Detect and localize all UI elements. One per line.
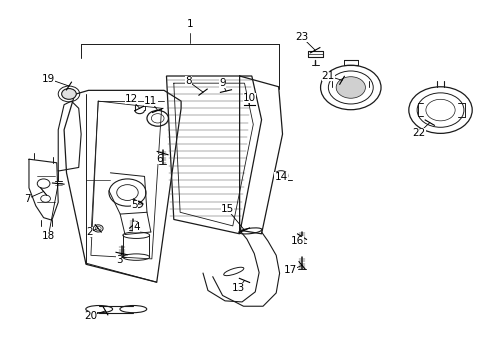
Text: 15: 15 (221, 204, 234, 215)
Text: 18: 18 (42, 231, 55, 240)
Text: 13: 13 (231, 283, 245, 293)
Text: 22: 22 (411, 128, 425, 138)
Text: 3: 3 (116, 255, 122, 265)
Text: 5: 5 (131, 200, 138, 210)
Text: 19: 19 (42, 74, 55, 84)
Text: 6: 6 (156, 154, 162, 164)
Text: 7: 7 (24, 194, 31, 204)
Text: 12: 12 (124, 94, 138, 104)
Circle shape (61, 89, 76, 99)
Text: 20: 20 (84, 311, 97, 320)
Text: 4: 4 (133, 222, 139, 231)
Text: 11: 11 (144, 96, 157, 106)
Text: 14: 14 (274, 172, 287, 182)
Text: 8: 8 (185, 76, 191, 86)
Text: 23: 23 (295, 32, 308, 42)
Text: 2: 2 (86, 227, 93, 237)
Text: 16: 16 (290, 236, 303, 246)
Text: 9: 9 (219, 78, 225, 88)
Circle shape (335, 77, 365, 98)
Polygon shape (166, 76, 261, 234)
Text: 1: 1 (186, 19, 193, 29)
Text: 10: 10 (243, 93, 255, 103)
Text: 21: 21 (321, 71, 334, 81)
Text: 17: 17 (284, 265, 297, 275)
